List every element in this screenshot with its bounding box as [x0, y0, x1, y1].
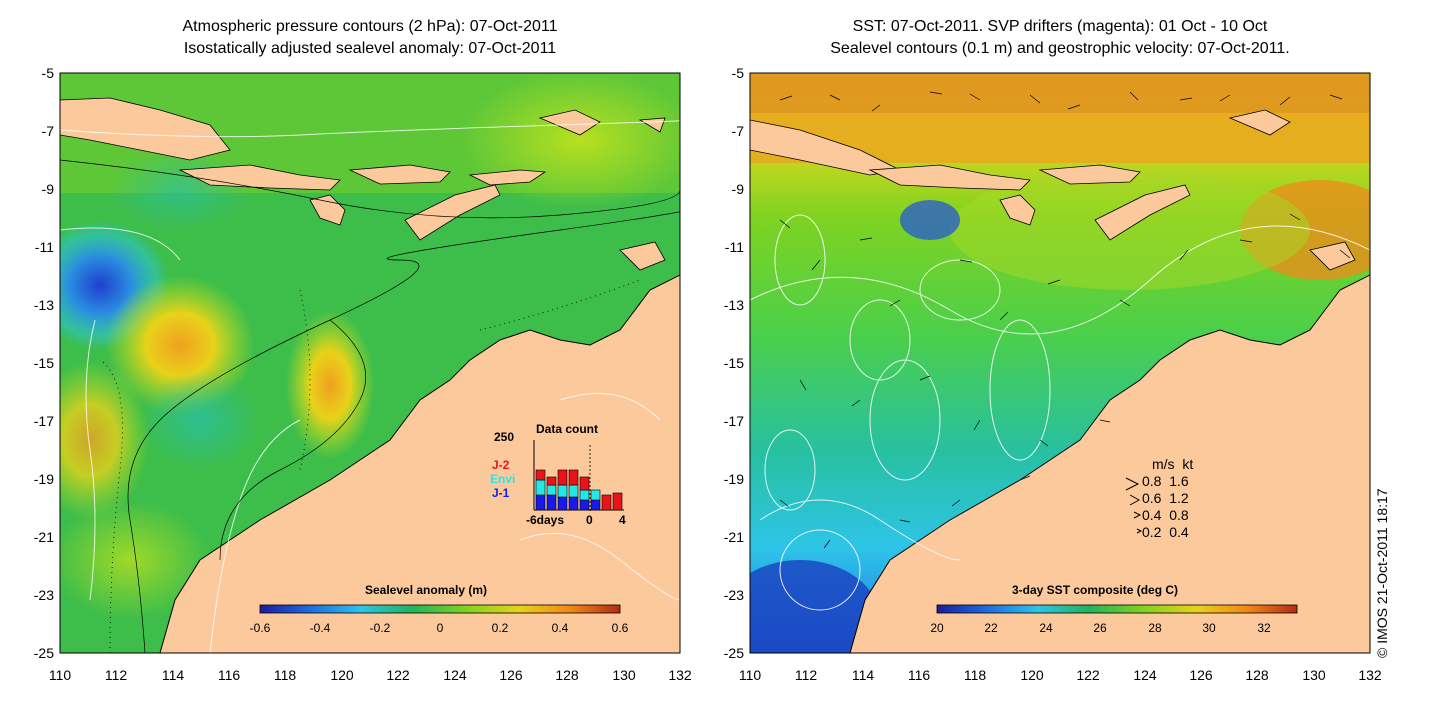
right-x-tick: 112 — [794, 667, 818, 683]
left-colorbar-tick: -0.4 — [309, 621, 331, 635]
velocity-legend-row: 0.8 1.6 — [1142, 473, 1189, 489]
left-y-tick: -15 — [33, 355, 54, 371]
left-x-tick: 128 — [555, 667, 579, 683]
left-y-tick: -7 — [41, 123, 54, 139]
right-colorbar-tick: 32 — [1257, 621, 1271, 635]
right-y-tick: -17 — [723, 413, 744, 429]
left-x-tick: 118 — [273, 667, 297, 683]
left-x-tick: 120 — [330, 667, 354, 683]
right-x-tick: 122 — [1076, 667, 1100, 683]
right-colorbar — [936, 604, 1298, 614]
right-x-tick: 118 — [963, 667, 987, 683]
left-x-tick: 122 — [386, 667, 410, 683]
velocity-legend-row: 0.6 1.2 — [1142, 490, 1189, 506]
left-x-tick: 132 — [668, 667, 692, 683]
left-x-tick: 116 — [217, 667, 241, 683]
left-y-tick: -5 — [41, 65, 54, 81]
right-colorbar-tick: 20 — [930, 621, 944, 635]
velocity-legend-row: 0.4 0.8 — [1142, 507, 1189, 523]
left-colorbar-tick: -0.6 — [249, 621, 271, 635]
left-y-tick: -13 — [33, 297, 54, 313]
right-x-tick: 110 — [738, 667, 762, 683]
right-x-tick: 130 — [1302, 667, 1326, 683]
copyright-notice: © IMOS 21-Oct-2011 18:17 — [1374, 488, 1390, 658]
left-colorbar-title: Sealevel anomaly (m) — [365, 583, 488, 597]
left-colorbar-tick: 0.6 — [611, 621, 629, 635]
data-count-inset — [533, 440, 624, 512]
inset-ymax-label: 250 — [494, 430, 515, 444]
left-x-tick: 112 — [104, 667, 128, 683]
left-y-tick: -25 — [33, 645, 54, 661]
right-colorbar-tick: 24 — [1039, 621, 1053, 635]
left-x-tick: 130 — [612, 667, 636, 683]
right-y-tick: -13 — [723, 297, 744, 313]
right-y-tick: -9 — [731, 181, 744, 197]
left-map — [60, 73, 680, 653]
right-x-tick: 126 — [1189, 667, 1213, 683]
right-colorbar-tick: 22 — [984, 621, 998, 635]
left-colorbar-tick: 0.4 — [551, 621, 569, 635]
right-map — [750, 73, 1370, 653]
right-y-tick: -15 — [723, 355, 744, 371]
inset-xlabel: 0 — [586, 513, 593, 527]
left-x-tick: 126 — [499, 667, 523, 683]
left-title-line1: Atmospheric pressure contours (2 hPa): 0… — [182, 18, 558, 35]
right-colorbar-title: 3-day SST composite (deg C) — [1012, 583, 1179, 597]
velocity-legend-header: m/s kt — [1152, 456, 1194, 472]
inset-legend-j1: J-1 — [492, 486, 510, 500]
left-y-tick: -19 — [33, 471, 54, 487]
left-colorbar-tick: -0.2 — [369, 621, 391, 635]
right-x-tick: 120 — [1020, 667, 1044, 683]
right-y-tick: -19 — [723, 471, 744, 487]
left-y-tick: -17 — [33, 413, 54, 429]
left-y-tick: -9 — [41, 181, 54, 197]
right-x-tick: 124 — [1133, 667, 1157, 683]
left-x-tick: 114 — [161, 667, 185, 683]
right-colorbar-tick: 30 — [1202, 621, 1216, 635]
right-y-tick: -23 — [723, 587, 744, 603]
left-y-tick: -21 — [33, 529, 54, 545]
right-x-tick: 128 — [1245, 667, 1269, 683]
right-y-tick: -11 — [724, 239, 744, 255]
right-title-line2: Sealevel contours (0.1 m) and geostrophi… — [830, 40, 1290, 57]
right-title-line1: SST: 07-Oct-2011. SVP drifters (magenta)… — [852, 18, 1268, 35]
right-y-tick: -7 — [731, 123, 744, 139]
inset-xlabel: 4 — [619, 513, 626, 527]
right-colorbar-tick: 26 — [1093, 621, 1107, 635]
right-y-tick: -21 — [723, 529, 744, 545]
right-x-tick: 114 — [851, 667, 875, 683]
left-colorbar-tick: 0 — [436, 621, 444, 635]
left-colorbar — [259, 604, 621, 614]
right-colorbar-tick: 28 — [1148, 621, 1162, 635]
left-x-tick: 124 — [443, 667, 467, 683]
inset-title: Data count — [536, 422, 599, 436]
velocity-legend-row: 0.2 0.4 — [1142, 524, 1189, 540]
right-y-tick: -5 — [731, 65, 744, 81]
right-x-tick: 132 — [1358, 667, 1382, 683]
left-y-tick: -11 — [34, 239, 54, 255]
right-x-tick: 116 — [907, 667, 931, 683]
left-colorbar-tick: 0.2 — [491, 621, 509, 635]
left-y-tick: -23 — [33, 587, 54, 603]
inset-xlabel: -6days — [526, 513, 565, 527]
right-y-tick: -25 — [723, 645, 744, 661]
inset-legend-envi: Envi — [490, 472, 516, 486]
left-x-tick: 110 — [48, 667, 72, 683]
left-title-line2: Isostatically adjusted sealevel anomaly:… — [183, 40, 557, 57]
velocity-legend-arrows — [1125, 477, 1143, 534]
inset-legend-j2: J-2 — [492, 458, 510, 472]
